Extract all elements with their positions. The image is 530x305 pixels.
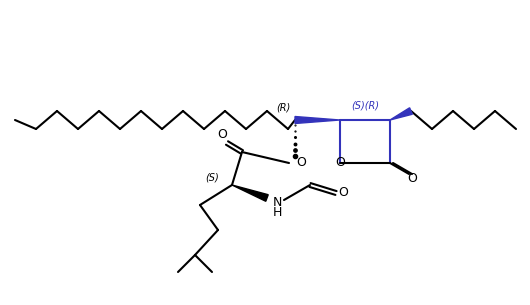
Polygon shape — [390, 108, 412, 120]
Text: N: N — [272, 196, 281, 210]
Text: O: O — [335, 156, 345, 170]
Polygon shape — [232, 185, 268, 201]
Text: (S): (S) — [205, 172, 219, 182]
Text: (S)(R): (S)(R) — [351, 101, 379, 111]
Text: O: O — [338, 186, 348, 199]
Text: O: O — [407, 173, 417, 185]
Polygon shape — [295, 117, 340, 124]
Text: (R): (R) — [276, 102, 290, 112]
Text: H: H — [272, 206, 281, 218]
Text: O: O — [217, 128, 227, 142]
Text: O: O — [296, 156, 306, 170]
